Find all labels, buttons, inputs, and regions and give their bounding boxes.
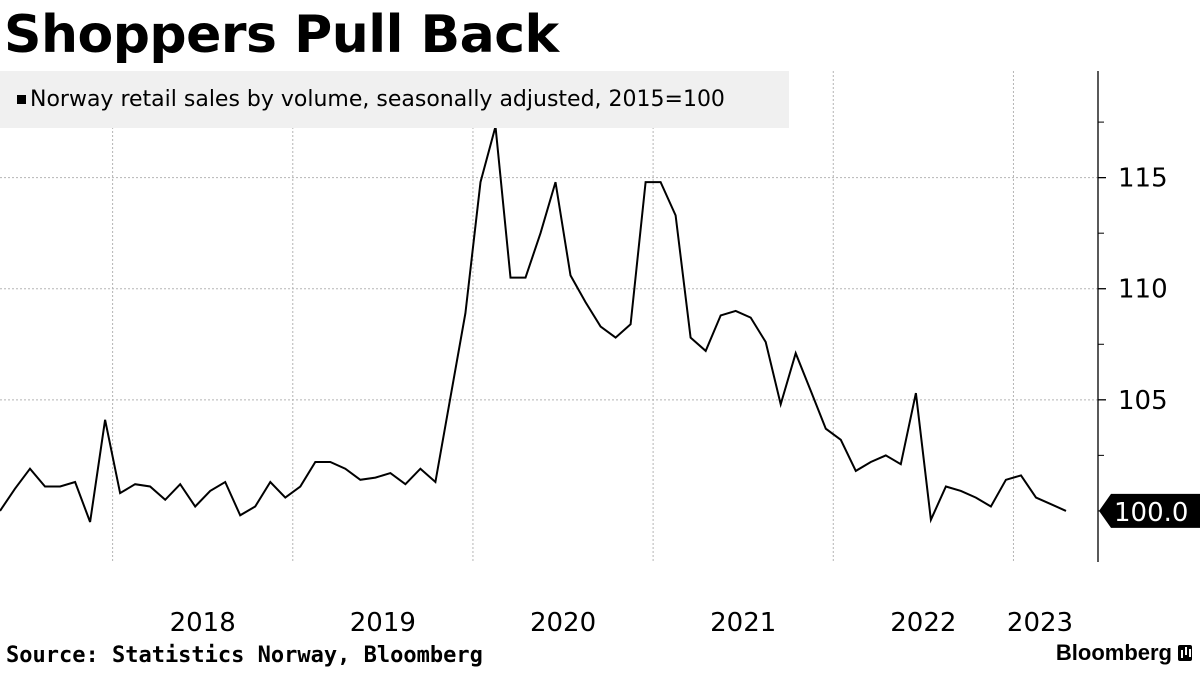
data-points	[0, 126, 1067, 524]
y-tick-label: 105	[1118, 386, 1168, 416]
last-value-badge: 100.0	[1099, 493, 1200, 528]
y-axis-ticks: 105 110 115	[1098, 121, 1168, 512]
x-tick-label: 2021	[710, 608, 776, 638]
x-tick-label: 2023	[1007, 608, 1073, 638]
y-tick-label: 115	[1118, 164, 1168, 194]
bloomberg-logo: Bloomberg	[1056, 640, 1192, 666]
last-value-label: 100.0	[1114, 498, 1188, 528]
legend: Norway retail sales by volume, seasonall…	[0, 71, 789, 128]
series-line	[0, 126, 1067, 524]
y-tick-label: 110	[1118, 275, 1168, 305]
x-tick-label: 2019	[350, 608, 416, 638]
x-axis-ticks: 2018 2019 2020 2021 2022 2023	[170, 608, 1073, 638]
x-gridlines	[112, 71, 1014, 562]
brand-name: Bloomberg	[1055, 640, 1172, 665]
source-note: Source: Statistics Norway, Bloomberg	[6, 643, 483, 668]
chart-title: Shoppers Pull Back	[4, 5, 559, 65]
last-value-badge-shape	[1099, 493, 1200, 528]
x-tick-label: 2020	[530, 608, 596, 638]
bloomberg-terminal-icon	[1178, 645, 1192, 661]
x-tick-label: 2018	[170, 608, 236, 638]
legend-label: Norway retail sales by volume, seasonall…	[30, 87, 725, 112]
legend-swatch	[17, 95, 26, 104]
x-tick-label: 2022	[890, 608, 956, 638]
y-gridlines	[0, 177, 1098, 401]
